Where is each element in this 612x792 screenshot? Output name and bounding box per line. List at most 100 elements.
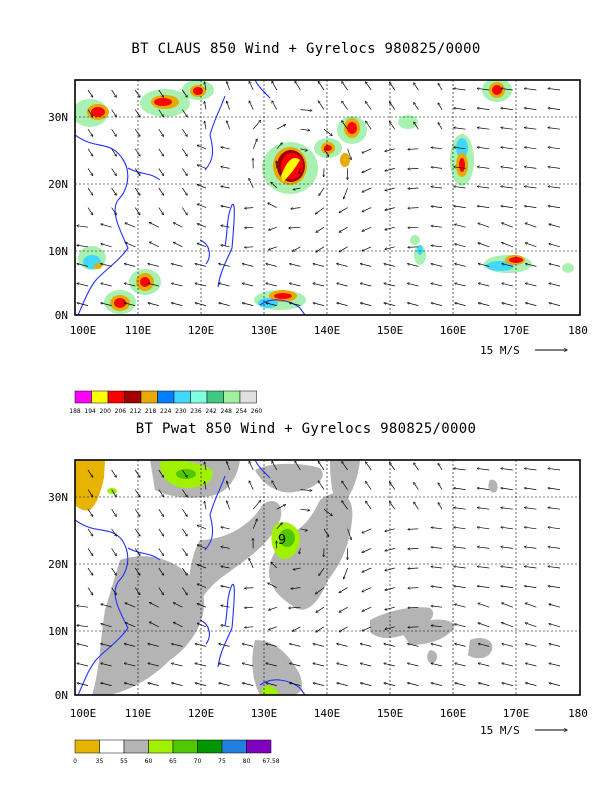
wind-vector — [408, 208, 419, 209]
wind-vector — [362, 187, 372, 192]
wind-vector — [124, 303, 136, 306]
p2-xtick-120e: 120E — [188, 707, 215, 720]
wind-vector — [266, 683, 277, 686]
p2-colorbar-label: 80 — [243, 758, 251, 765]
wind-vector — [158, 587, 164, 595]
wind-vector — [408, 627, 419, 628]
wind-vector — [501, 147, 513, 150]
wind-vector — [525, 223, 537, 228]
p1-xtick-150e: 150E — [377, 324, 404, 337]
wind-vector — [548, 547, 561, 549]
wind-vector — [276, 505, 286, 510]
wind-vector — [87, 509, 93, 516]
wind-vector — [455, 244, 466, 248]
wind-vector — [477, 108, 490, 110]
wind-vector — [290, 283, 301, 287]
wind-vector — [454, 128, 466, 130]
wind-vector — [227, 121, 230, 130]
wind-vector — [414, 122, 419, 130]
wind-vector — [77, 303, 89, 306]
wind-vector — [342, 101, 348, 110]
wind-vector — [111, 528, 117, 536]
p2-colorbar-label: 60 — [145, 758, 153, 765]
wind-vector — [219, 303, 230, 306]
wind-vector — [502, 603, 513, 608]
wind-vector — [158, 187, 164, 195]
wind-vector — [362, 626, 372, 631]
wind-vector — [431, 167, 443, 169]
wind-vector — [366, 102, 372, 110]
wind-vector — [431, 606, 443, 608]
wind-vector — [431, 547, 443, 549]
wind-vector — [197, 564, 207, 569]
wind-vector — [431, 625, 443, 628]
wind-vector — [300, 509, 309, 510]
wind-vector — [221, 167, 230, 169]
wind-vector — [389, 102, 396, 110]
wind-vector — [182, 207, 187, 215]
wind-vector — [431, 527, 443, 530]
p2-colorbar-swatch — [246, 739, 272, 754]
wind-vector — [158, 129, 164, 136]
wind-vector — [454, 206, 466, 208]
wind-vector — [548, 468, 561, 471]
panel2-shading — [75, 460, 498, 695]
p1-xtick-170e: 170E — [503, 324, 530, 337]
wind-vector — [77, 606, 89, 608]
p1-colorbar-swatch — [206, 390, 224, 404]
wind-vector — [290, 663, 301, 667]
wind-vector — [111, 148, 117, 156]
wind-vector — [316, 246, 325, 252]
p1-colorbar-label: 188 — [69, 408, 81, 415]
wind-vector — [385, 148, 395, 152]
wind-vector — [77, 283, 89, 287]
wind-vector — [501, 566, 513, 569]
p1-colorbar-label: 236 — [190, 408, 202, 415]
wind-vector — [385, 626, 395, 630]
wind-vector — [77, 663, 89, 667]
wind-vector — [266, 663, 277, 667]
wind-vector — [339, 587, 348, 593]
wind-vector — [360, 644, 372, 647]
wind-vector — [501, 508, 513, 510]
p1-xtick-120e: 120E — [188, 324, 215, 337]
wind-vector — [455, 264, 466, 267]
wind-vector — [525, 527, 537, 530]
wind-vector — [219, 264, 230, 267]
wind-vector — [269, 626, 277, 630]
wind-vector — [195, 683, 207, 686]
wind-vector — [245, 227, 254, 228]
wind-vector — [362, 207, 372, 212]
wind-vector — [502, 283, 513, 287]
panel2-axis-labels: 100E 110E 120E 130E 140E 150E 160E 170E … — [48, 491, 588, 737]
wind-vector — [252, 500, 260, 510]
wind-vector — [360, 683, 372, 686]
wind-vector — [337, 264, 348, 267]
wind-vector — [182, 489, 187, 497]
p2-colorbar-swatch — [123, 739, 149, 754]
wind-vector — [172, 303, 183, 306]
wind-vector — [291, 208, 301, 209]
wind-vector — [384, 644, 395, 647]
wind-vector — [173, 223, 183, 228]
wind-vector — [347, 528, 352, 540]
panel1-colorbar: 188 194 200 206 212 218 224 230 236 242 248 254 260 — [69, 390, 262, 415]
wind-vector — [111, 109, 117, 117]
wind-vector — [182, 587, 187, 595]
wind-vector — [525, 623, 537, 628]
wind-vector — [101, 224, 112, 228]
wind-vector — [295, 81, 301, 91]
wind-vector — [455, 303, 466, 306]
wind-vector — [389, 82, 396, 91]
wind-vector — [455, 624, 466, 628]
wind-vector — [172, 644, 183, 647]
wind-vector — [87, 567, 93, 575]
wind-vector — [77, 264, 89, 267]
wind-vector — [478, 303, 490, 306]
wind-vector — [292, 246, 301, 251]
wind-vector — [549, 683, 561, 686]
wind-vector — [149, 602, 159, 608]
wind-vector — [245, 627, 254, 628]
wind-vector — [548, 88, 561, 91]
p2-ref-vector-label: 15 M/S — [480, 724, 520, 737]
